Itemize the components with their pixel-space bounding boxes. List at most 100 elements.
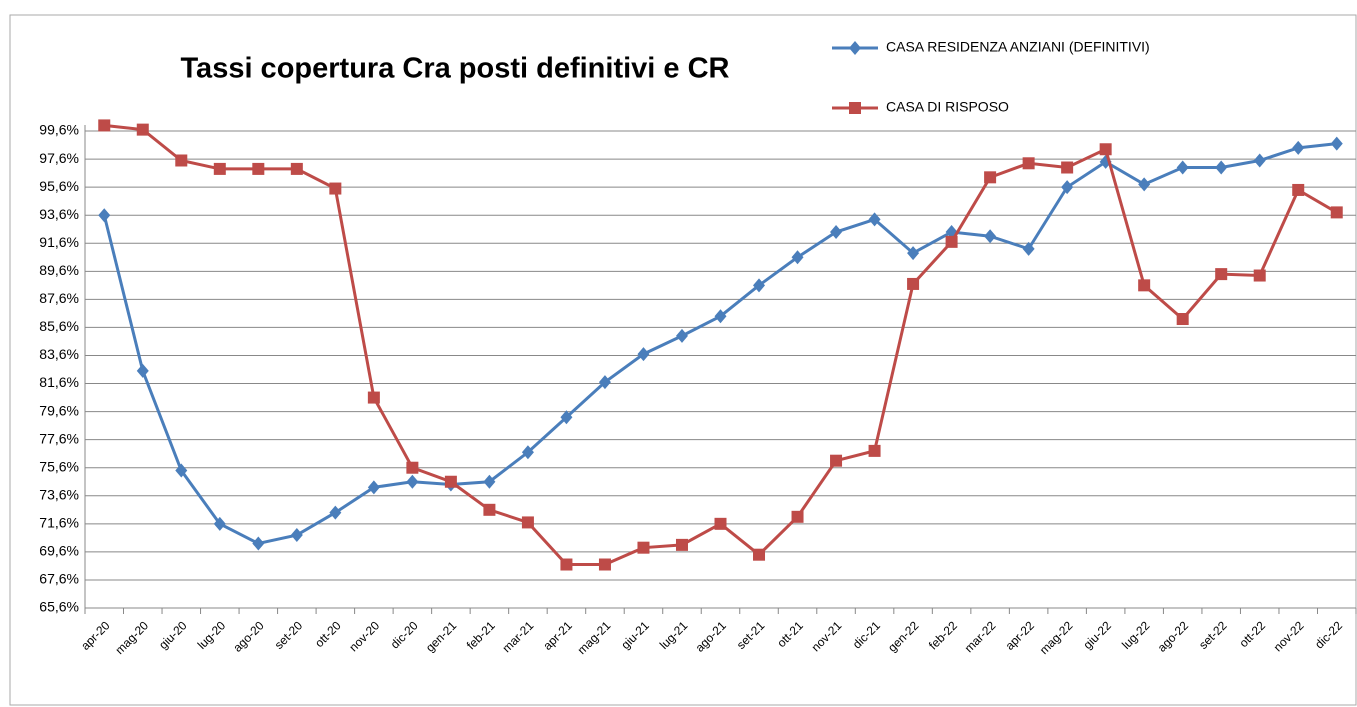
point: [560, 410, 573, 425]
point: [1022, 157, 1035, 170]
x-tick-label: mar-21: [500, 618, 537, 655]
x-tick-label: feb-22: [926, 618, 960, 652]
point: [868, 444, 881, 457]
point: [907, 277, 920, 290]
x-tick-label: feb-21: [464, 618, 498, 652]
y-tick-label: 95,6%: [39, 178, 79, 194]
x-tick-label: dic-21: [850, 618, 883, 651]
point: [290, 162, 303, 175]
point: [1330, 206, 1343, 219]
y-tick-label: 77,6%: [39, 430, 79, 446]
point: [984, 229, 997, 244]
y-tick-label: 89,6%: [39, 262, 79, 278]
x-tick-label: dic-22: [1312, 618, 1345, 651]
y-tick-label: 83,6%: [39, 346, 79, 362]
point: [1138, 279, 1151, 292]
x-tick-label: ago-20: [230, 618, 267, 655]
point: [675, 538, 688, 551]
x-tick-label: giu-21: [618, 618, 652, 652]
y-tick-label: 71,6%: [39, 515, 79, 531]
y-tick-label: 69,6%: [39, 543, 79, 559]
point: [868, 212, 881, 227]
point: [1061, 180, 1074, 195]
series-line: [104, 123, 1338, 567]
x-tick-label: lug-22: [1119, 618, 1153, 652]
x-tick-label: ott-21: [774, 618, 806, 650]
x-tick-label: ott-20: [312, 618, 344, 650]
y-tick-label: 79,6%: [39, 402, 79, 418]
x-tick-label: nov-20: [346, 618, 382, 654]
x-tick-label: set-20: [272, 618, 306, 652]
point: [367, 391, 380, 404]
point: [1330, 136, 1343, 151]
point: [598, 375, 611, 390]
point: [714, 309, 727, 324]
point: [1099, 143, 1112, 156]
x-tick-label: nov-21: [809, 618, 845, 654]
x-tick-label: gen-22: [885, 618, 922, 655]
y-tick-label: 65,6%: [39, 599, 79, 615]
x-tick-label: apr-22: [1003, 618, 1038, 653]
point: [1292, 140, 1305, 155]
point: [791, 510, 804, 523]
point: [1176, 160, 1189, 175]
y-tick-label: 75,6%: [39, 458, 79, 474]
y-tick-label: 73,6%: [39, 486, 79, 502]
x-tick-label: mag-20: [112, 618, 151, 657]
x-tick-label: giu-22: [1081, 618, 1115, 652]
point: [560, 558, 573, 571]
x-tick-label: apr-20: [78, 618, 113, 653]
point: [521, 516, 534, 529]
point: [175, 154, 188, 167]
x-tick-label: ago-21: [693, 618, 730, 655]
x-tick-label: ago-22: [1155, 618, 1192, 655]
point: [444, 475, 457, 488]
y-tick-label: 91,6%: [39, 234, 79, 250]
point: [367, 480, 380, 495]
y-tick-label: 85,6%: [39, 318, 79, 334]
x-tick-label: set-22: [1196, 618, 1230, 652]
point: [637, 541, 650, 554]
x-tick-label: nov-22: [1271, 618, 1307, 654]
point: [637, 347, 650, 362]
x-tick-label: mag-21: [575, 618, 614, 657]
y-tick-label: 81,6%: [39, 374, 79, 390]
y-tick-label: 67,6%: [39, 571, 79, 587]
point: [1138, 177, 1151, 192]
chart-title: Tassi copertura Cra posti definitivi e C…: [181, 53, 730, 85]
x-tick-label: gen-21: [423, 618, 460, 655]
point: [907, 246, 920, 261]
point: [98, 208, 111, 223]
point: [849, 41, 861, 55]
legend-label: CASA RESIDENZA ANZIANI (DEFINITIVI): [886, 39, 1150, 55]
point: [1022, 241, 1035, 256]
point: [213, 162, 226, 175]
point: [136, 123, 149, 136]
point: [753, 548, 766, 561]
point: [483, 503, 496, 516]
point: [830, 225, 843, 240]
point: [483, 474, 496, 489]
point: [136, 363, 149, 378]
point: [1176, 313, 1189, 326]
series-line: [102, 142, 1337, 546]
point: [753, 278, 766, 293]
point: [598, 558, 611, 571]
point: [830, 454, 843, 467]
point: [1253, 153, 1266, 168]
point: [98, 119, 111, 132]
point: [1215, 268, 1228, 281]
point: [329, 182, 342, 195]
point: [290, 528, 303, 543]
point: [945, 235, 958, 248]
point: [1215, 160, 1228, 175]
legend-label: CASA DI RISPOSO: [886, 99, 1009, 115]
point: [1253, 269, 1266, 282]
x-tick-label: giu-20: [156, 618, 190, 652]
y-tick-label: 99,6%: [39, 122, 79, 138]
point: [406, 461, 419, 474]
x-tick-label: mag-22: [1037, 618, 1076, 657]
x-tick-label: dic-20: [388, 618, 421, 651]
point: [849, 102, 861, 114]
